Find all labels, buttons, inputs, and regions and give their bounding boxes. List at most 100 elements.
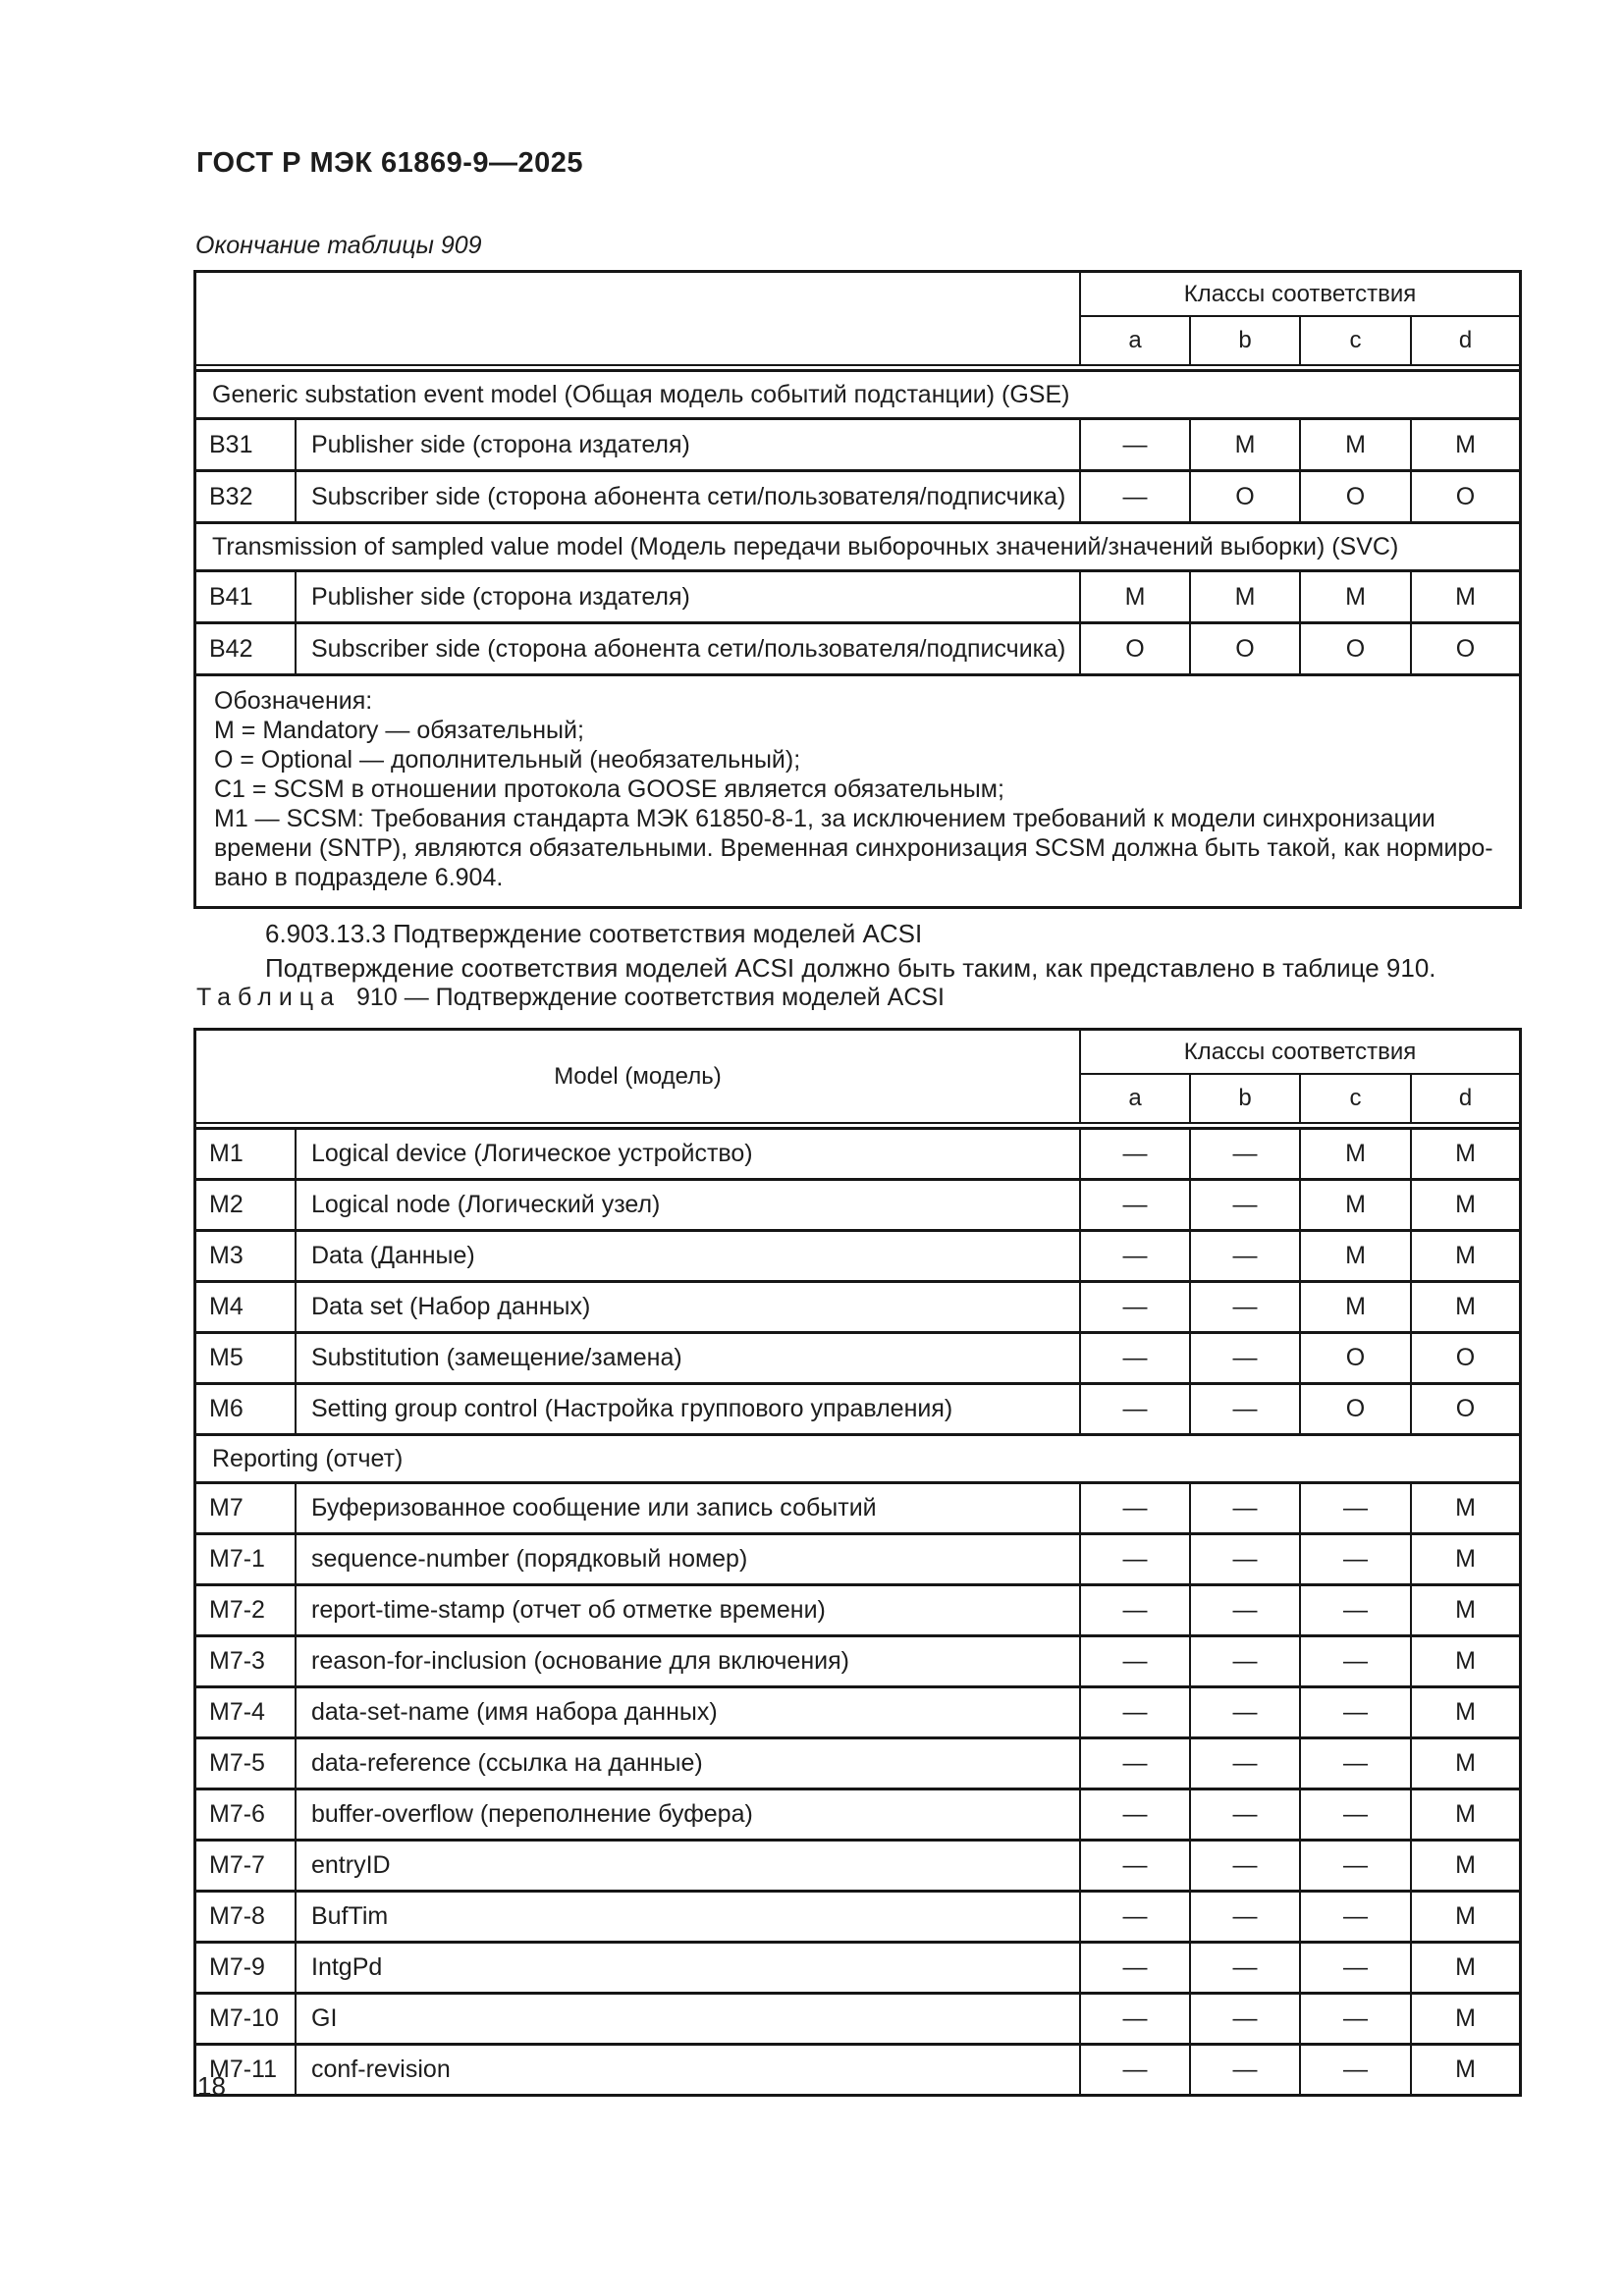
cell-class-c: — xyxy=(1299,1535,1410,1583)
cell-class-d: M xyxy=(1410,1739,1519,1788)
cell-class-c: — xyxy=(1299,1484,1410,1532)
cell-class-d: O xyxy=(1410,1385,1519,1433)
row-description: Subscriber side (сторона абонента сети/п… xyxy=(295,472,1079,521)
cell-class-b: — xyxy=(1189,1283,1299,1331)
class-column-a: a xyxy=(1079,317,1189,364)
cell-class-c: O xyxy=(1299,472,1410,521)
cell-class-b: — xyxy=(1189,1739,1299,1788)
table-section-row: Generic substation event model (Общая мо… xyxy=(196,372,1519,417)
table-910-caption-text: 910 — Подтверждение соответствия моделей… xyxy=(356,984,946,1011)
cell-class-d: M xyxy=(1410,1790,1519,1839)
cell-class-c: M xyxy=(1299,1130,1410,1178)
row-description: Subscriber side (сторона абонента сети/п… xyxy=(295,624,1079,673)
table-row: B31 Publisher side (сторона издателя) — M M M xyxy=(196,417,1519,469)
row-description: BufTim xyxy=(295,1893,1079,1941)
cell-class-b: — xyxy=(1189,1586,1299,1634)
cell-class-b: — xyxy=(1189,1893,1299,1941)
cell-class-c: — xyxy=(1299,1688,1410,1736)
note-line: M1 — SCSM: Требования стандарта МЭК 6185… xyxy=(214,805,1435,832)
cell-class-c: — xyxy=(1299,1944,1410,1992)
row-description: report-time-stamp (отчет об отметке врем… xyxy=(295,1586,1079,1634)
cell-class-c: M xyxy=(1299,1283,1410,1331)
cell-class-b: — xyxy=(1189,1535,1299,1583)
row-code: M7-10 xyxy=(209,2004,279,2032)
cell-class-b: O xyxy=(1189,472,1299,521)
row-description: Substitution (замещение/замена) xyxy=(295,1334,1079,1382)
cell-class-d: O xyxy=(1410,624,1519,673)
cell-class-a: — xyxy=(1079,1688,1189,1736)
row-description: Logical node (Логический узел) xyxy=(295,1181,1079,1229)
table-910-body: M1 Logical device (Логическое устройство)… xyxy=(196,1130,1519,2094)
cell-class-d: M xyxy=(1410,1232,1519,1280)
table-row: M7-10 GI — — — M xyxy=(196,1992,1519,2043)
table-row: M7-5 data-reference (ссылка на данные) — — —… xyxy=(196,1736,1519,1788)
class-column-b: b xyxy=(1189,317,1299,364)
cell-class-d: M xyxy=(1410,1130,1519,1178)
table-909-header-empty-cell xyxy=(196,273,1079,364)
row-code: B32 xyxy=(209,482,253,510)
cell-class-c: — xyxy=(1299,1842,1410,1890)
cell-class-d: M xyxy=(1410,1535,1519,1583)
table-909-notes: Обозначения: M = Mandatory — обязательный… xyxy=(196,673,1519,906)
table-row: M4 Data set (Набор данных) — — M M xyxy=(196,1280,1519,1331)
row-code: M7-6 xyxy=(209,1800,265,1828)
cell-class-d: M xyxy=(1410,420,1519,469)
cell-class-a: — xyxy=(1079,1944,1189,1992)
class-column-a: a xyxy=(1079,1075,1189,1122)
row-code: M7-5 xyxy=(209,1749,265,1777)
row-code: M7-4 xyxy=(209,1698,265,1726)
note-line: времени (SNTP), являются обязательными. … xyxy=(214,834,1493,862)
cell-class-a: — xyxy=(1079,1842,1189,1890)
cell-class-b: — xyxy=(1189,1995,1299,2043)
section-paragraph: Подтверждение соответствия моделей ACSI … xyxy=(265,953,1436,983)
cell-class-c: — xyxy=(1299,1637,1410,1685)
table-section-row: Transmission of sampled value model (Мод… xyxy=(196,521,1519,569)
cell-class-c: M xyxy=(1299,420,1410,469)
cell-class-d: M xyxy=(1410,1893,1519,1941)
class-column-c: c xyxy=(1299,317,1410,364)
row-description: data-reference (ссылка на данные) xyxy=(295,1739,1079,1788)
table-910-caption-word: Таблица xyxy=(196,984,342,1011)
table-909-body: Generic substation event model (Общая мо… xyxy=(196,372,1519,673)
row-code: M7-9 xyxy=(209,1953,265,1981)
table-row: B41 Publisher side (сторона издателя) M M M M xyxy=(196,569,1519,621)
table-row: M5 Substitution (замещение/замена) — — O O xyxy=(196,1331,1519,1382)
row-code: M5 xyxy=(209,1344,244,1371)
row-code: M7 xyxy=(209,1494,244,1522)
row-description: Setting group control (Настройка группов… xyxy=(295,1385,1079,1433)
row-description: Publisher side (сторона издателя) xyxy=(295,420,1079,469)
cell-class-c: — xyxy=(1299,1739,1410,1788)
row-code: M7-11 xyxy=(209,2056,278,2083)
cell-class-c: — xyxy=(1299,1995,1410,2043)
row-description: Data set (Набор данных) xyxy=(295,1283,1079,1331)
cell-class-a: — xyxy=(1079,2046,1189,2094)
row-code: M7-1 xyxy=(209,1545,265,1573)
cell-class-a: — xyxy=(1079,472,1189,521)
cell-class-a: — xyxy=(1079,1995,1189,2043)
table-910-header: Model (модель) Классы соответствия a b c… xyxy=(196,1031,1519,1122)
class-column-b: b xyxy=(1189,1075,1299,1122)
cell-class-a: — xyxy=(1079,1739,1189,1788)
row-description: Data (Данные) xyxy=(295,1232,1079,1280)
class-column-d: d xyxy=(1410,1075,1519,1122)
cell-class-b: — xyxy=(1189,1484,1299,1532)
cell-class-b: — xyxy=(1189,2046,1299,2094)
cell-class-d: M xyxy=(1410,1283,1519,1331)
model-column-header: Model (модель) xyxy=(554,1062,722,1090)
cell-class-b: — xyxy=(1189,1385,1299,1433)
table-909: Классы соответствия a b c d Generic subs… xyxy=(193,270,1522,909)
table-row: M3 Data (Данные) — — M M xyxy=(196,1229,1519,1280)
cell-class-c: M xyxy=(1299,572,1410,621)
table-909-header: Классы соответствия a b c d xyxy=(196,273,1519,364)
cell-class-b: — xyxy=(1189,1842,1299,1890)
row-code: M7-3 xyxy=(209,1647,265,1675)
row-description: entryID xyxy=(295,1842,1079,1890)
cell-class-c: M xyxy=(1299,1181,1410,1229)
row-code: M6 xyxy=(209,1395,244,1422)
table-row: B42 Subscriber side (сторона абонента сет… xyxy=(196,621,1519,673)
class-column-d: d xyxy=(1410,317,1519,364)
cell-class-c: O xyxy=(1299,1334,1410,1382)
row-description: Publisher side (сторона издателя) xyxy=(295,572,1079,621)
row-code: M7-8 xyxy=(209,1902,265,1930)
